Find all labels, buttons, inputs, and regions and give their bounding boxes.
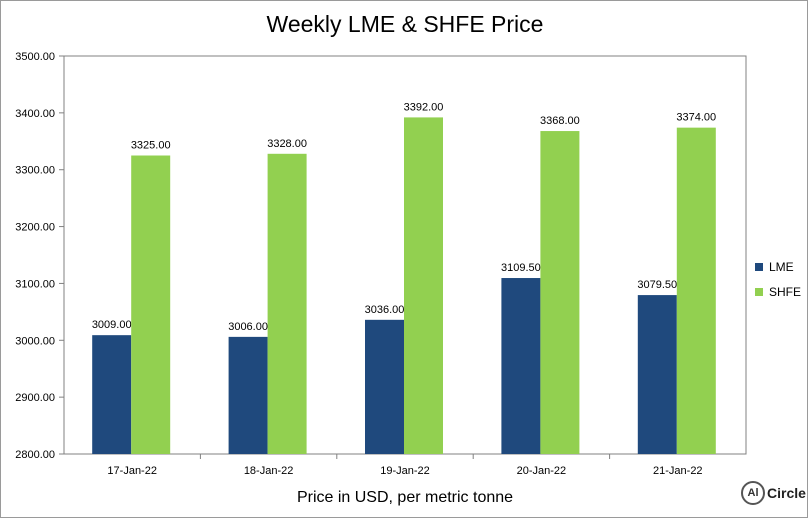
data-label-lme: 3006.00 [228,321,268,333]
x-tick-label: 19-Jan-22 [380,465,430,477]
chart-title: Weekly LME & SHFE Price [266,11,544,37]
bar-shfe [404,117,443,455]
x-tick-label: 20-Jan-22 [517,465,567,477]
data-label-lme: 3109.50 [501,262,541,274]
legend-label-shfe: SHFE [769,285,802,299]
data-label-lme: 3036.00 [365,304,405,316]
data-label-shfe: 3368.00 [540,115,580,127]
y-tick-label: 3300.00 [15,165,55,177]
data-label-shfe: 3325.00 [131,140,171,152]
bar-shfe [267,153,307,454]
alcircle-logo: Al Circle [741,481,806,505]
bar-shfe [540,131,580,454]
bar-lme [92,335,132,454]
y-tick-label: 3100.00 [15,278,55,290]
legend-label-lme: LME [769,260,794,274]
data-label-shfe: 3328.00 [267,138,307,150]
legend-item-shfe: SHFE [755,284,801,300]
bar-shfe [131,155,171,454]
bar-lme [637,295,677,454]
data-label-shfe: 3392.00 [404,101,444,113]
legend-swatch-lme [755,263,763,271]
bar-shfe [676,127,716,454]
y-tick-label: 3000.00 [15,335,55,347]
legend: LME SHFE [755,259,801,309]
data-label-lme: 3009.00 [92,319,132,331]
data-label-shfe: 3374.00 [676,112,716,124]
bar-lme [501,278,541,454]
data-label-lme: 3079.50 [637,279,677,291]
x-tick-label: 21-Jan-22 [653,465,703,477]
y-tick-label: 3500.00 [15,51,55,63]
y-tick-label: 3200.00 [15,222,55,234]
x-tick-label: 18-Jan-22 [244,465,294,477]
legend-item-lme: LME [755,259,801,275]
y-tick-label: 2800.00 [15,449,55,461]
y-tick-label: 2900.00 [15,392,55,404]
bar-lme [365,319,404,454]
logo-mark: Al [741,481,765,505]
x-axis-label: Price in USD, per metric tonne [296,489,514,506]
bar-lme [228,336,268,454]
y-tick-label: 3400.00 [15,108,55,120]
logo-text: Circle [767,485,806,501]
legend-swatch-shfe [755,288,763,296]
x-tick-label: 17-Jan-22 [107,465,157,477]
